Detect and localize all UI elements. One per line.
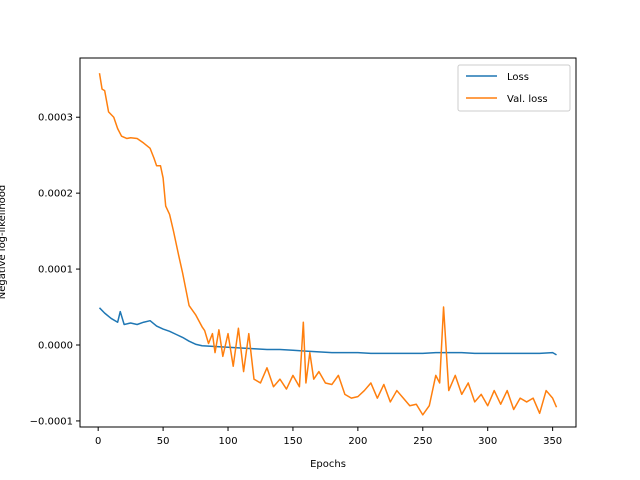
- plot-area: [79, 57, 577, 428]
- legend-label-val-loss: Val. loss: [507, 94, 548, 105]
- y-tick-label: 0.0001: [38, 265, 73, 276]
- y-axis: −0.0001 0.0000 0.0001 0.0002 0.0003: [30, 113, 80, 427]
- x-tick-label: 150: [283, 436, 302, 447]
- x-tick-label: 350: [543, 436, 562, 447]
- series-layer: [98, 73, 558, 416]
- y-tick-label: 0.0003: [38, 113, 73, 124]
- x-axis: 0 50 100 150 200 250 300 350: [95, 427, 562, 447]
- x-tick-label: 200: [348, 436, 367, 447]
- y-axis-label: Negative log-likelihood: [0, 185, 8, 300]
- x-axis-label: Epochs: [310, 459, 346, 470]
- x-tick-label: 250: [413, 436, 432, 447]
- y-tick-label: 0.0000: [38, 341, 73, 352]
- y-tick-label: −0.0001: [30, 416, 73, 427]
- x-tick-label: 100: [218, 436, 237, 447]
- legend-label-loss: Loss: [507, 72, 529, 83]
- x-tick-label: 300: [478, 436, 497, 447]
- x-tick-label: 0: [95, 436, 101, 447]
- loss-line: [98, 307, 557, 356]
- y-tick-label: 0.0002: [38, 189, 73, 200]
- axes-frame: [79, 57, 577, 428]
- legend: Loss Val. loss: [457, 64, 571, 112]
- val-loss-line: [98, 73, 558, 416]
- x-tick-label: 50: [157, 436, 170, 447]
